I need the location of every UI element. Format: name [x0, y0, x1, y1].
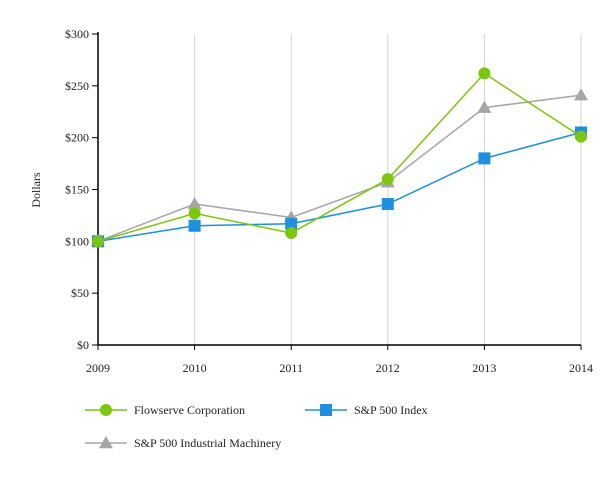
data-point	[92, 235, 104, 248]
y-axis-label: Dollars	[29, 172, 43, 208]
x-tick-label: 2009	[86, 361, 110, 375]
legend-label: S&P 500 Industrial Machinery	[134, 436, 281, 450]
data-point	[478, 67, 491, 80]
axes: $0 $50 $100 $150 $200 $250 $300 2009 2010 2011 201…	[65, 27, 593, 375]
legend-item: S&P 500 Index	[305, 403, 428, 417]
series-square	[92, 126, 587, 248]
legend-item: S&P 500 Industrial Machinery	[85, 436, 281, 450]
x-tick-label: 2013	[472, 361, 496, 375]
y-tick-label: $0	[77, 338, 89, 352]
series-group	[91, 67, 588, 248]
series-line	[97, 72, 582, 243]
data-point	[575, 130, 587, 143]
series-line	[97, 131, 582, 243]
series-triangle	[91, 88, 588, 247]
data-point	[478, 152, 491, 165]
x-tick-label: 2011	[279, 361, 303, 375]
legend: Flowserve Corporation S&P 500 Index S&P 50…	[85, 403, 428, 450]
data-point	[187, 197, 202, 210]
legend-label: Flowserve Corporation	[134, 403, 245, 417]
legend-label: S&P 500 Index	[354, 403, 428, 417]
x-tick-label: 2012	[376, 361, 400, 375]
data-point	[188, 219, 201, 232]
legend-marker	[99, 436, 113, 449]
y-tick-label: $50	[71, 286, 89, 300]
data-point	[477, 100, 492, 113]
grid-lines	[194, 34, 582, 345]
y-tick-label: $300	[65, 27, 89, 41]
legend-marker	[100, 404, 112, 416]
data-point	[381, 173, 394, 186]
legend-marker	[320, 404, 332, 416]
data-point	[188, 207, 201, 220]
data-point	[574, 88, 588, 101]
x-tick-label: 2014	[569, 361, 593, 375]
data-point	[381, 198, 394, 211]
legend-item: Flowserve Corporation	[85, 403, 245, 417]
y-tick-label: $250	[65, 79, 89, 93]
series-circle	[92, 67, 587, 248]
x-tick-label: 2010	[183, 361, 207, 375]
y-tick-label: $100	[65, 234, 89, 248]
data-point	[285, 217, 298, 230]
y-tick-label: $150	[65, 183, 89, 197]
y-tick-label: $200	[65, 131, 89, 145]
data-point	[285, 227, 298, 240]
series-line	[97, 94, 582, 243]
